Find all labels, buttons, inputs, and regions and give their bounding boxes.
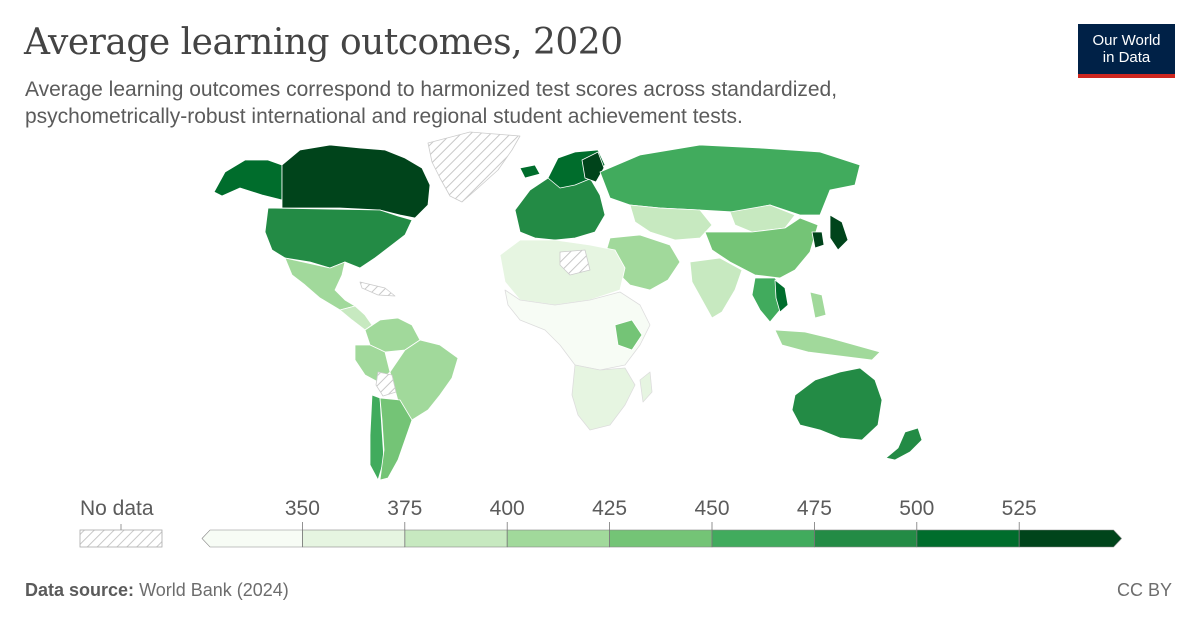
country-usa[interactable] (264, 207, 413, 269)
country-iceland[interactable] (519, 164, 541, 179)
region-indonesia[interactable] (774, 329, 881, 361)
legend-bin[interactable] (814, 529, 918, 548)
country-caribbean[interactable] (359, 281, 396, 297)
country-russia[interactable] (599, 144, 861, 216)
legend-tick-label: 500 (899, 497, 935, 520)
region-north-africa[interactable] (499, 239, 626, 306)
legend-bin[interactable] (302, 529, 406, 548)
country-bolivia[interactable] (375, 371, 397, 397)
country-india[interactable] (689, 257, 743, 319)
data-source-label: Data source: (25, 580, 135, 600)
data-source: Data source: World Bank (2024) (25, 580, 289, 601)
country-korea[interactable] (811, 231, 825, 249)
country-australia[interactable] (791, 367, 883, 441)
legend-bin[interactable] (916, 529, 1020, 548)
country-madagascar[interactable] (639, 371, 653, 403)
data-source-value[interactable]: World Bank (2024) (139, 580, 289, 600)
logo-line-2: in Data (1102, 49, 1151, 66)
legend-bin[interactable] (711, 529, 815, 548)
country-alaska[interactable] (213, 159, 283, 201)
legend-bin[interactable] (1018, 529, 1123, 548)
region-western-sahara[interactable] (559, 249, 591, 276)
legend-bin[interactable] (201, 529, 303, 548)
legend-bin[interactable] (609, 529, 713, 548)
country-mexico[interactable] (284, 257, 356, 311)
legend-tick-label: 475 (796, 497, 832, 520)
owid-logo[interactable]: Our World in Data (1078, 24, 1175, 78)
legend-tick-label: 425 (592, 497, 628, 520)
legend-bin[interactable] (404, 529, 508, 548)
country-new-zealand[interactable] (885, 427, 923, 461)
legend-bin[interactable] (506, 529, 610, 548)
legend-tick-label: 400 (489, 497, 525, 520)
chart-subtitle: Average learning outcomes correspond to … (25, 78, 838, 128)
legend-tick-label: 450 (694, 497, 730, 520)
legend-tick-label: 350 (284, 497, 320, 520)
country-philippines[interactable] (809, 291, 827, 319)
country-vietnam[interactable] (774, 279, 789, 313)
legend-tick-label: 375 (387, 497, 423, 520)
country-japan[interactable] (829, 214, 849, 251)
color-legend (79, 522, 1123, 548)
country-central-america[interactable] (339, 305, 373, 331)
no-data-label: No data (80, 497, 154, 520)
region-southern-africa[interactable] (571, 364, 636, 431)
logo-line-1: Our World (1092, 32, 1161, 49)
legend-tick-label: 525 (1001, 497, 1037, 520)
region-east-africa[interactable] (614, 319, 643, 351)
country-kazakhstan[interactable] (629, 204, 713, 241)
region-central-africa[interactable] (504, 289, 651, 371)
country-greenland[interactable] (427, 131, 521, 203)
no-data-swatch (79, 529, 163, 548)
country-china[interactable] (704, 217, 819, 279)
country-argentina[interactable] (379, 397, 413, 481)
country-finland[interactable] (581, 151, 605, 183)
chart-title: Average learning outcomes, 2020 (24, 22, 623, 63)
country-canada[interactable] (281, 144, 431, 219)
license-link[interactable]: CC BY (1116, 580, 1172, 600)
